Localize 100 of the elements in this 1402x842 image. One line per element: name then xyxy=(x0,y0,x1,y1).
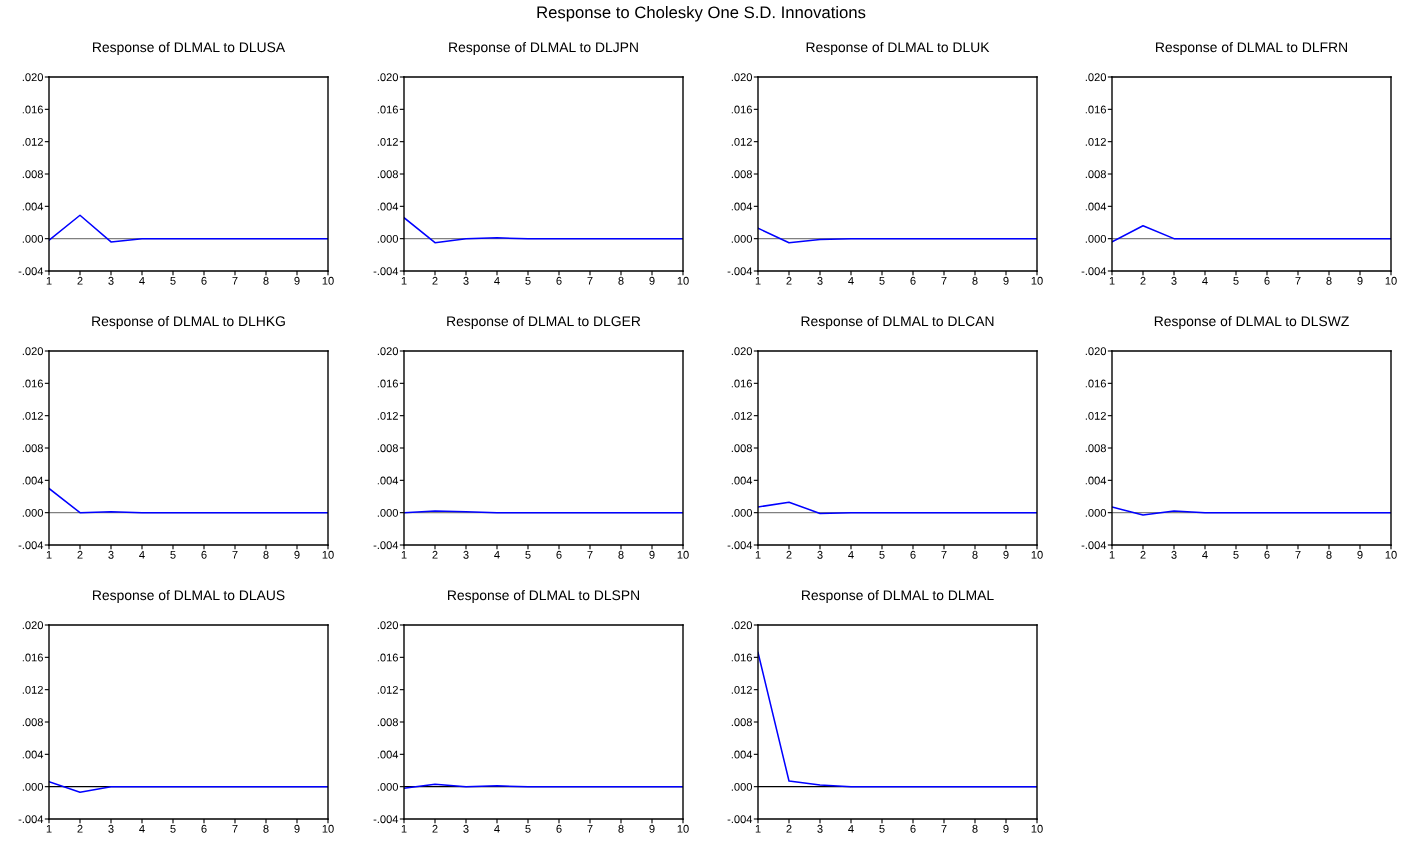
x-tick-label: 10 xyxy=(1385,550,1397,559)
x-tick-label: 2 xyxy=(786,824,792,833)
x-tick-label: 10 xyxy=(322,276,334,285)
x-tick-label: 4 xyxy=(1202,550,1208,559)
chart-title: Response of DLMAL to DLHKG xyxy=(92,315,285,329)
x-tick-label: 8 xyxy=(618,276,624,285)
y-tick-label: .004 xyxy=(377,202,399,211)
y-tick-label: .004 xyxy=(377,750,399,759)
y-tick-label: .016 xyxy=(377,105,398,114)
y-tick-label: .016 xyxy=(377,653,398,662)
x-tick-label: 5 xyxy=(525,276,531,285)
y-tick-label: .016 xyxy=(22,379,43,388)
y-tick-label: -.004 xyxy=(373,815,399,824)
x-tick-label: 5 xyxy=(525,550,531,559)
x-tick-label: 3 xyxy=(817,276,823,285)
x-tick-label: 1 xyxy=(401,550,407,559)
x-tick-label: 4 xyxy=(1202,276,1208,285)
x-tick-label: 3 xyxy=(1171,550,1177,559)
y-tick-label: .000 xyxy=(1085,508,1107,517)
x-tick-label: 1 xyxy=(401,824,407,833)
x-tick-label: 2 xyxy=(432,276,438,285)
x-tick-label: 10 xyxy=(322,824,334,833)
x-tick-label: 9 xyxy=(1357,550,1363,559)
x-tick-label: 1 xyxy=(755,824,761,833)
y-tick-label: .020 xyxy=(731,621,753,630)
y-tick-label: .012 xyxy=(377,137,398,146)
x-tick-label: 3 xyxy=(463,550,469,559)
x-tick-label: 2 xyxy=(786,276,792,285)
y-tick-label: .008 xyxy=(731,718,752,727)
x-tick-label: 1 xyxy=(401,276,407,285)
x-tick-label: 4 xyxy=(494,824,500,833)
x-tick-label: 5 xyxy=(879,550,885,559)
x-tick-label: 3 xyxy=(817,550,823,559)
x-tick-label: 9 xyxy=(649,550,655,559)
x-tick-label: 7 xyxy=(232,550,238,559)
y-tick-label: -.004 xyxy=(18,267,44,276)
x-tick-label: 1 xyxy=(46,276,52,285)
y-tick-label: .008 xyxy=(377,718,398,727)
x-tick-label: 8 xyxy=(263,824,269,833)
x-tick-label: 6 xyxy=(910,550,916,559)
x-tick-label: 6 xyxy=(1264,276,1270,285)
x-tick-label: 3 xyxy=(108,550,114,559)
y-tick-label: .012 xyxy=(731,137,752,146)
x-tick-label: 5 xyxy=(1233,276,1239,285)
y-tick-label: .000 xyxy=(377,782,399,791)
x-tick-label: 2 xyxy=(77,550,83,559)
x-tick-label: 4 xyxy=(848,550,854,559)
x-tick-label: 7 xyxy=(1295,550,1301,559)
x-tick-label: 4 xyxy=(848,824,854,833)
x-tick-label: 6 xyxy=(556,276,562,285)
x-tick-label: 10 xyxy=(1031,276,1043,285)
y-tick-label: .020 xyxy=(22,621,44,630)
y-tick-label: .016 xyxy=(1085,379,1106,388)
x-tick-label: 3 xyxy=(463,276,469,285)
x-tick-label: 4 xyxy=(848,276,854,285)
y-tick-label: .016 xyxy=(22,105,43,114)
y-tick-label: .000 xyxy=(1085,234,1107,243)
y-tick-label: .004 xyxy=(1085,202,1107,211)
x-tick-label: 8 xyxy=(1326,276,1332,285)
y-tick-label: .020 xyxy=(377,347,399,356)
x-tick-label: 1 xyxy=(46,824,52,833)
y-tick-label: .008 xyxy=(1085,444,1106,453)
y-tick-label: .008 xyxy=(1085,170,1106,179)
y-tick-label: .000 xyxy=(377,508,399,517)
y-tick-label: .016 xyxy=(731,379,752,388)
x-tick-label: 5 xyxy=(170,824,176,833)
y-tick-label: .016 xyxy=(22,653,43,662)
x-tick-label: 7 xyxy=(941,276,947,285)
x-tick-label: 6 xyxy=(910,824,916,833)
y-tick-label: .012 xyxy=(377,411,398,420)
x-tick-label: 5 xyxy=(879,276,885,285)
chart-title: Response of DLMAL to DLFRN xyxy=(1156,41,1347,55)
x-tick-label: 4 xyxy=(139,276,145,285)
y-tick-label: .012 xyxy=(22,685,43,694)
x-tick-label: 10 xyxy=(677,824,689,833)
y-tick-label: .000 xyxy=(22,508,44,517)
x-tick-label: 7 xyxy=(587,824,593,833)
y-tick-label: .000 xyxy=(731,234,753,243)
x-tick-label: 2 xyxy=(77,276,83,285)
y-tick-label: .000 xyxy=(22,234,44,243)
x-tick-label: 10 xyxy=(677,276,689,285)
chart-title: Response of DLMAL to DLUK xyxy=(806,41,990,55)
x-tick-label: 5 xyxy=(525,824,531,833)
y-tick-label: .004 xyxy=(731,476,753,485)
y-tick-label: .020 xyxy=(1085,73,1107,82)
x-tick-label: 4 xyxy=(494,276,500,285)
x-tick-label: 10 xyxy=(322,550,334,559)
x-tick-label: 10 xyxy=(1031,550,1043,559)
y-tick-label: .020 xyxy=(377,621,399,630)
y-tick-label: -.004 xyxy=(1081,267,1107,276)
x-tick-label: 6 xyxy=(201,276,207,285)
chart-title: Response of DLMAL to DLCAN xyxy=(801,315,994,329)
y-tick-label: .020 xyxy=(22,347,44,356)
y-tick-label: .012 xyxy=(22,411,43,420)
y-tick-label: .016 xyxy=(1085,105,1106,114)
x-tick-label: 1 xyxy=(755,276,761,285)
y-tick-label: -.004 xyxy=(373,267,399,276)
x-tick-label: 2 xyxy=(786,550,792,559)
x-tick-label: 2 xyxy=(1140,276,1146,285)
x-tick-label: 9 xyxy=(1357,276,1363,285)
